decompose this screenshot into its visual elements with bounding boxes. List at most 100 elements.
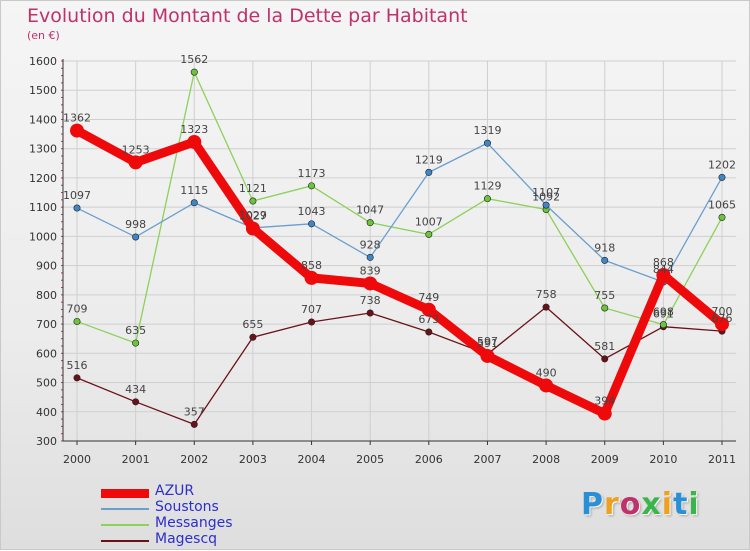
y-tick-label-700: 700 bbox=[36, 318, 57, 331]
y-tick-label-900: 900 bbox=[36, 260, 57, 273]
legend-label-soustons: Soustons bbox=[155, 499, 219, 515]
data-label-soustons-2009: 918 bbox=[594, 241, 615, 254]
point-messanges-2002 bbox=[190, 68, 198, 76]
data-label-soustons-2010: 844 bbox=[653, 263, 674, 276]
point-soustons-2011 bbox=[718, 173, 726, 181]
x-tick-label-2004: 2004 bbox=[298, 453, 326, 466]
data-label-azur-2005: 839 bbox=[360, 264, 381, 277]
legend-swatch-messanges bbox=[101, 524, 149, 526]
x-tick-label-2007: 2007 bbox=[473, 453, 501, 466]
x-tick-label-2010: 2010 bbox=[649, 453, 677, 466]
grid-lines bbox=[63, 60, 736, 442]
legend-label-azur: AZUR bbox=[155, 483, 195, 499]
point-soustons-2008 bbox=[542, 201, 550, 209]
x-tick-label-2011: 2011 bbox=[708, 453, 736, 466]
point-messanges-2000 bbox=[73, 317, 81, 325]
data-label-soustons-2000: 1097 bbox=[63, 189, 91, 202]
brand-letter: r bbox=[604, 487, 620, 522]
point-soustons-2007 bbox=[483, 139, 491, 147]
y-tick-label-1500: 1500 bbox=[29, 84, 57, 97]
point-magescq-2003 bbox=[249, 333, 257, 341]
point-messanges-2003 bbox=[249, 197, 257, 205]
y-tick-label-1400: 1400 bbox=[29, 113, 57, 126]
data-label-messanges-2011: 1065 bbox=[708, 198, 736, 211]
y-tick-label-1600: 1600 bbox=[29, 55, 57, 68]
point-azur-2003 bbox=[245, 221, 260, 236]
data-label-soustons-2004: 1043 bbox=[298, 205, 326, 218]
x-tick-label-2001: 2001 bbox=[122, 453, 150, 466]
x-tick-label-2002: 2002 bbox=[180, 453, 208, 466]
data-label-magescq-2007: 597 bbox=[477, 335, 498, 348]
data-label-magescq-2003: 655 bbox=[242, 318, 263, 331]
data-label-azur-2002: 1323 bbox=[180, 123, 208, 136]
chart-subtitle: (en €) bbox=[27, 29, 60, 42]
data-label-messanges-2001: 635 bbox=[125, 324, 146, 337]
data-label-messanges-2008: 1092 bbox=[532, 190, 560, 203]
data-label-azur-2006: 749 bbox=[418, 291, 439, 304]
x-tick-label-2006: 2006 bbox=[415, 453, 443, 466]
chart-title: Evolution du Montant de la Dette par Hab… bbox=[27, 5, 468, 27]
point-azur-2002 bbox=[187, 134, 202, 149]
data-label-messanges-2002: 1562 bbox=[180, 53, 208, 66]
point-soustons-2000 bbox=[73, 204, 81, 212]
point-magescq-2004 bbox=[308, 318, 316, 326]
y-tick-label-600: 600 bbox=[36, 347, 57, 360]
data-label-magescq-2011: 676 bbox=[712, 312, 733, 325]
series-line-magescq bbox=[76, 306, 723, 425]
point-azur-2005 bbox=[363, 276, 378, 291]
data-label-azur-2001: 1253 bbox=[122, 143, 150, 156]
point-azur-2004 bbox=[304, 270, 319, 285]
point-magescq-2009 bbox=[601, 355, 609, 363]
data-label-azur-2008: 490 bbox=[536, 366, 557, 379]
brand-letter: i bbox=[661, 487, 674, 522]
legend-label-messanges: Messanges bbox=[155, 515, 233, 531]
point-soustons-2005 bbox=[366, 253, 374, 261]
brand-letter: P bbox=[581, 487, 604, 522]
data-label-magescq-2006: 673 bbox=[418, 313, 439, 326]
series-line-soustons bbox=[76, 142, 723, 283]
x-tick-label-2009: 2009 bbox=[591, 453, 619, 466]
data-label-soustons-2005: 928 bbox=[360, 238, 381, 251]
legend-swatch-soustons bbox=[101, 508, 149, 510]
x-tick-label-2000: 2000 bbox=[63, 453, 91, 466]
data-label-azur-2003: 1027 bbox=[239, 209, 267, 222]
point-messanges-2006 bbox=[425, 230, 433, 238]
data-label-soustons-2011: 1202 bbox=[708, 158, 736, 171]
y-tick-label-800: 800 bbox=[36, 289, 57, 302]
data-label-soustons-2001: 998 bbox=[125, 218, 146, 231]
brand-letter: t bbox=[673, 487, 689, 522]
point-azur-2001 bbox=[128, 155, 143, 170]
data-label-soustons-2003: 1029 bbox=[239, 209, 267, 222]
data-label-messanges-2005: 1047 bbox=[356, 204, 384, 217]
brand-letter: i bbox=[688, 487, 700, 522]
point-azur-2010 bbox=[656, 267, 671, 282]
data-label-messanges-2009: 755 bbox=[594, 289, 615, 302]
point-magescq-2008 bbox=[542, 303, 550, 311]
brand-letter: o bbox=[619, 487, 642, 522]
point-messanges-2007 bbox=[483, 195, 491, 203]
point-soustons-2004 bbox=[308, 220, 316, 228]
x-tick-label-2003: 2003 bbox=[239, 453, 267, 466]
point-magescq-2001 bbox=[132, 398, 140, 406]
data-label-magescq-2004: 707 bbox=[301, 303, 322, 316]
point-azur-2011 bbox=[715, 317, 729, 332]
point-azur-2007 bbox=[480, 348, 495, 363]
point-azur-2006 bbox=[421, 302, 436, 317]
brand-letter: x bbox=[641, 487, 662, 522]
point-messanges-2011 bbox=[718, 213, 726, 221]
point-magescq-2000 bbox=[73, 374, 81, 382]
point-soustons-2009 bbox=[601, 256, 609, 264]
data-label-magescq-2001: 434 bbox=[125, 383, 146, 396]
data-label-soustons-2006: 1219 bbox=[415, 153, 443, 166]
series-line-messanges bbox=[76, 71, 723, 344]
point-messanges-2010 bbox=[659, 321, 667, 329]
data-label-soustons-2007: 1319 bbox=[473, 124, 501, 137]
data-label-magescq-2005: 738 bbox=[360, 294, 381, 307]
y-tick-label-1200: 1200 bbox=[29, 172, 57, 185]
data-label-magescq-2000: 516 bbox=[67, 359, 88, 372]
data-label-messanges-2004: 1173 bbox=[298, 167, 326, 180]
data-label-magescq-2010: 691 bbox=[653, 308, 674, 321]
point-messanges-2004 bbox=[308, 182, 316, 190]
data-label-messanges-2006: 1007 bbox=[415, 215, 443, 228]
